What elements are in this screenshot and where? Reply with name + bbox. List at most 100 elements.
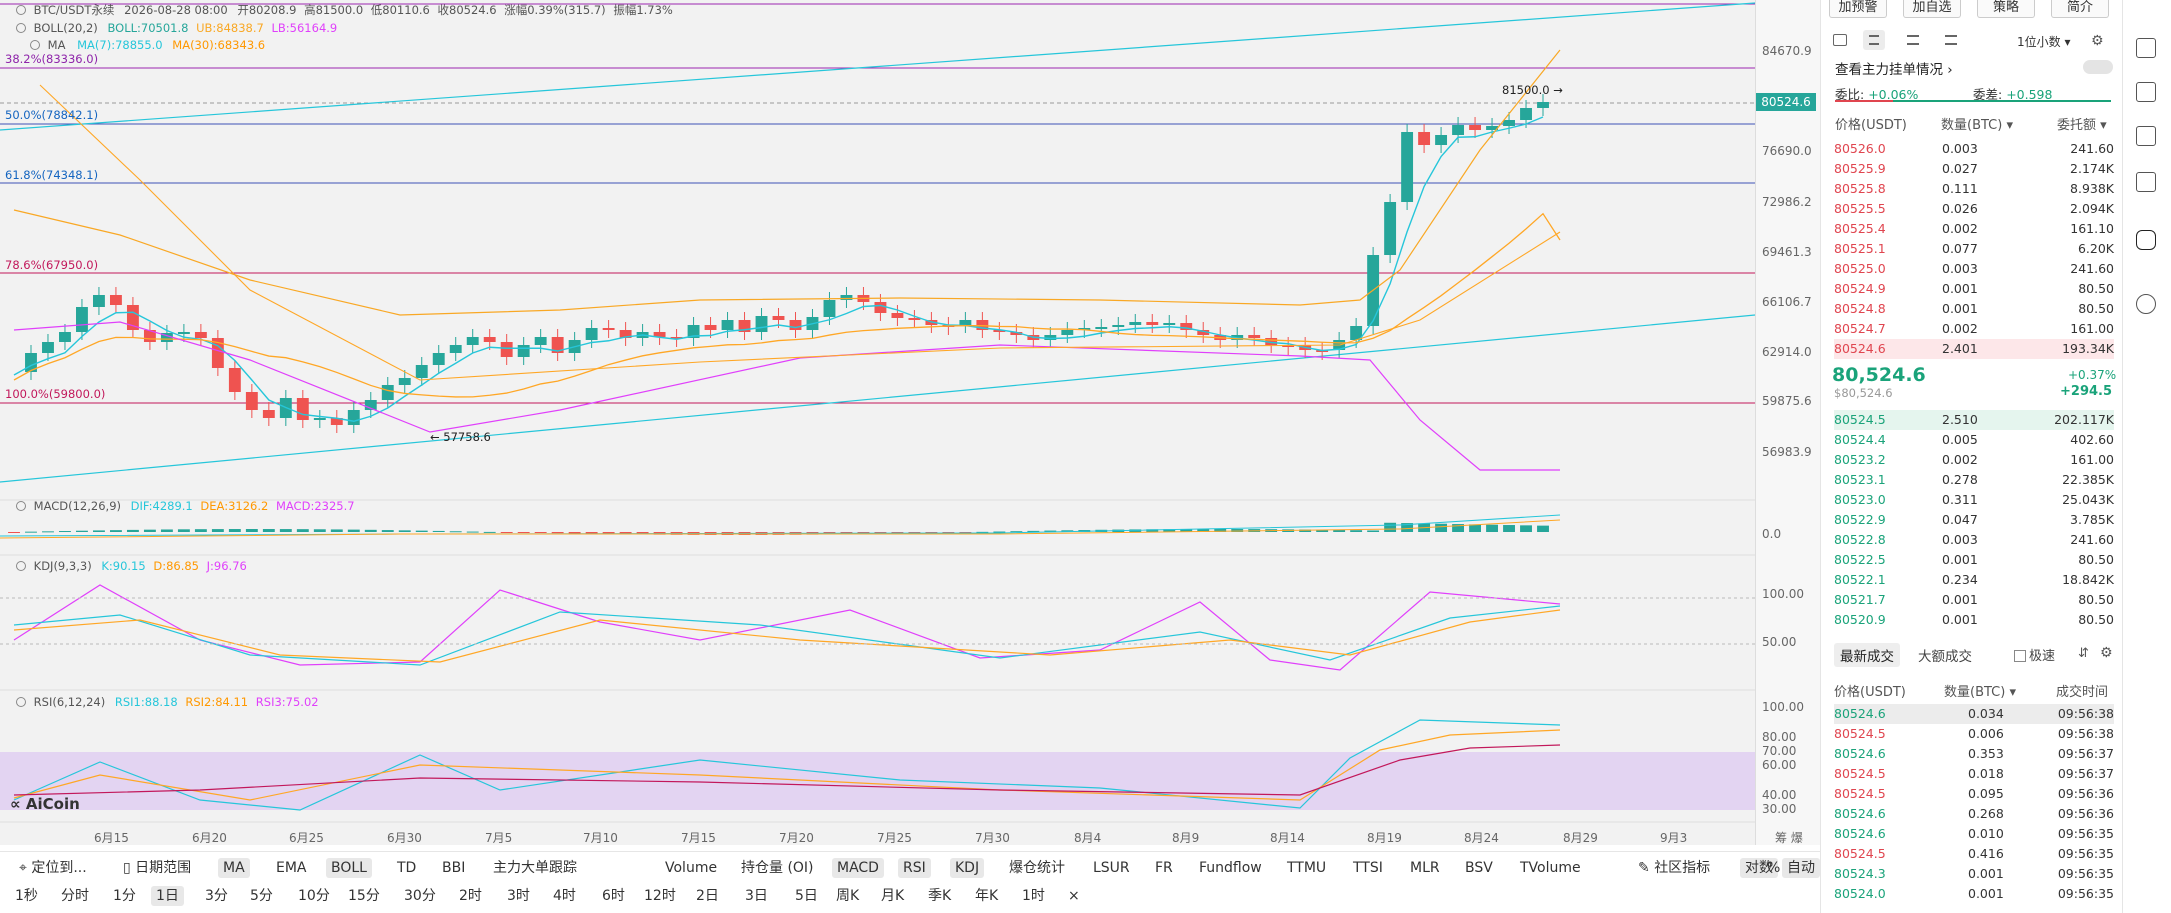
interval-1[interactable]: 分时 [61, 888, 89, 904]
indicator-fundflow[interactable]: Fundflow [1199, 860, 1262, 876]
add-alert-button[interactable]: 加预警 [1829, 0, 1887, 18]
locate-button[interactable]: ⌖ 定位到... [19, 860, 87, 876]
orderbook-row[interactable]: 80523.1 0.278 22.385K [1834, 470, 2114, 490]
collapse-icon[interactable] [16, 697, 26, 707]
axis-corner-chips[interactable]: 筹 爆 [1775, 831, 1803, 845]
orderbook-row[interactable]: 80524.9 0.001 80.50 [1834, 279, 2114, 299]
interval-12[interactable]: 6时 [602, 888, 625, 904]
orderbook-row[interactable]: 80525.5 0.026 2.094K [1834, 199, 2114, 219]
orderbook-row[interactable]: 80526.0 0.003 241.60 [1834, 139, 2114, 159]
indicator-liquidation[interactable]: 爆仓统计 [1009, 860, 1065, 876]
interval-21[interactable]: 1时 [1022, 888, 1045, 904]
indicator-main-order[interactable]: 主力大单跟踪 [493, 860, 577, 876]
main-orders-link[interactable]: 查看主力挂单情况 › [1835, 62, 1953, 78]
indicator-lsur[interactable]: LSUR [1093, 860, 1130, 876]
main-orders-toggle[interactable] [2083, 60, 2113, 74]
kline-chart[interactable]: BTC/USDT永续 2026-08-28 08:00 开80208.9 高81… [0, 0, 1755, 845]
indicator-kdj[interactable]: KDJ [950, 858, 985, 878]
chart-type-icon[interactable] [2136, 82, 2156, 102]
indicator-fr[interactable]: FR [1155, 860, 1173, 876]
interval-8[interactable]: 30分 [404, 888, 436, 904]
orderbook-row[interactable]: 80524.7 0.002 161.00 [1834, 319, 2114, 339]
interval-15[interactable]: 3日 [745, 888, 768, 904]
trend-tool-icon[interactable] [2136, 126, 2156, 146]
add-watchlist-button[interactable]: 加自选 [1903, 0, 1961, 18]
orderbook-both-icon[interactable] [1863, 30, 1885, 50]
indicator-tvolume[interactable]: TVolume [1520, 860, 1581, 876]
ob-header-qty[interactable]: 数量(BTC) ▾ [1941, 118, 2013, 133]
orderbook-row[interactable]: 80524.6 2.401 193.34K [1834, 339, 2114, 359]
collapse-icon[interactable] [30, 40, 40, 50]
indicator-bsv[interactable]: BSV [1465, 860, 1493, 876]
orderbook-asks-icon[interactable] [1945, 35, 1957, 45]
indicator-ttmu[interactable]: TTMU [1287, 860, 1327, 876]
interval-5[interactable]: 5分 [250, 888, 273, 904]
orderbook-row[interactable]: 80524.8 0.001 80.50 [1834, 299, 2114, 319]
indicator-rsi[interactable]: RSI [898, 858, 931, 878]
interval-3[interactable]: 1日 [151, 886, 184, 906]
orderbook-row[interactable]: 80525.4 0.002 161.10 [1834, 219, 2114, 239]
interval-10[interactable]: 3时 [507, 888, 530, 904]
indicator-macd[interactable]: MACD [832, 858, 884, 878]
indicator-ma[interactable]: MA [218, 858, 250, 878]
bookmark-icon[interactable] [1833, 34, 1847, 46]
orderbook-row[interactable]: 80523.2 0.002 161.00 [1834, 450, 2114, 470]
draw-tool-icon[interactable] [2136, 38, 2156, 58]
date-range-button[interactable]: ▯ 日期范围 [123, 860, 192, 876]
percent-scale-toggle[interactable]: % [1767, 860, 1781, 876]
collapse-icon[interactable] [16, 5, 26, 15]
trade-header-qty[interactable]: 数量(BTC) ▾ [1944, 685, 2016, 700]
interval-7[interactable]: 15分 [348, 888, 380, 904]
intro-button[interactable]: 简介 [2051, 0, 2109, 18]
wallet-icon[interactable] [2136, 172, 2156, 192]
interval-2[interactable]: 1分 [113, 888, 136, 904]
interval-13[interactable]: 12时 [644, 888, 676, 904]
collapse-icon[interactable] [16, 23, 26, 33]
indicator-boll[interactable]: BOLL [326, 858, 372, 878]
orderbook-row[interactable]: 80520.9 0.001 80.50 [1834, 610, 2114, 630]
decimal-select[interactable]: 1位小数 ▾ [2017, 35, 2071, 49]
tab-latest-trades[interactable]: 最新成交 [1834, 643, 1900, 667]
auto-scale-toggle[interactable]: 自动 [1782, 858, 1820, 878]
close-intervals-icon[interactable]: × [1068, 888, 1080, 904]
orderbook-row[interactable]: 80521.7 0.001 80.50 [1834, 590, 2114, 610]
orderbook-row[interactable]: 80522.1 0.234 18.842K [1834, 570, 2114, 590]
speed-checkbox[interactable]: 极速 [2014, 645, 2055, 664]
orderbook-row[interactable]: 80523.0 0.311 25.043K [1834, 490, 2114, 510]
indicator-mlr[interactable]: MLR [1410, 860, 1440, 876]
orderbook-row[interactable]: 80522.5 0.001 80.50 [1834, 550, 2114, 570]
community-indicators-button[interactable]: ✎ 社区指标 [1638, 860, 1711, 876]
price-axis[interactable] [1755, 0, 1820, 845]
settings-icon[interactable]: ⚙ [2091, 33, 2104, 49]
indicator-oi[interactable]: 持仓量 (OI) [741, 860, 814, 876]
interval-20[interactable]: 年K [975, 888, 999, 904]
collapse-icon[interactable] [16, 561, 26, 571]
orderbook-row[interactable]: 80522.8 0.003 241.60 [1834, 530, 2114, 550]
orderbook-bids-icon[interactable] [1907, 35, 1919, 45]
ob-header-total[interactable]: 委托额 ▾ [2057, 118, 2107, 133]
tab-large-trades[interactable]: 大额成交 [1918, 649, 1972, 665]
robot-icon[interactable] [2136, 230, 2156, 250]
orderbook-row[interactable]: 80525.8 0.111 8.938K [1834, 179, 2114, 199]
indicator-volume[interactable]: Volume [665, 860, 718, 876]
collapse-icon[interactable] [16, 501, 26, 511]
indicator-ttsi[interactable]: TTSI [1353, 860, 1383, 876]
interval-4[interactable]: 3分 [205, 888, 228, 904]
interval-18[interactable]: 月K [881, 888, 905, 904]
interval-14[interactable]: 2日 [696, 888, 719, 904]
strategy-button[interactable]: 策略 [1977, 0, 2035, 18]
kline-canvas[interactable] [0, 0, 1755, 845]
interval-11[interactable]: 4时 [553, 888, 576, 904]
compass-icon[interactable] [2136, 294, 2156, 314]
orderbook-row[interactable]: 80524.4 0.005 402.60 [1834, 430, 2114, 450]
log-scale-toggle[interactable]: 对数 [1740, 858, 1778, 878]
interval-19[interactable]: 季K [928, 888, 952, 904]
interval-0[interactable]: 1秒 [15, 888, 38, 904]
interval-6[interactable]: 10分 [298, 888, 330, 904]
indicator-ema[interactable]: EMA [276, 860, 307, 876]
orderbook-row[interactable]: 80524.5 2.510 202.117K [1834, 410, 2114, 430]
orderbook-row[interactable]: 80525.0 0.003 241.60 [1834, 259, 2114, 279]
indicator-td[interactable]: TD [397, 860, 417, 876]
indicator-bbi[interactable]: BBI [442, 860, 466, 876]
filter-icon[interactable]: ⇵ [2078, 646, 2089, 661]
